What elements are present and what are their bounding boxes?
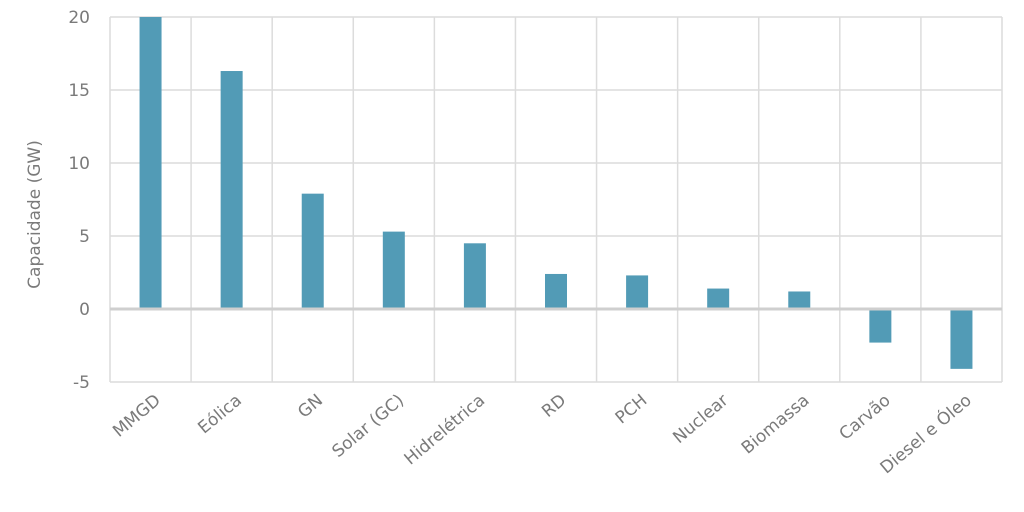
x-tick-label: Eólica <box>194 391 245 439</box>
x-axis-ticks: MMGD Eólica GN Solar (GC)Hidrelétrica RD PCH N… <box>109 389 975 478</box>
y-tick-label: 0 <box>79 300 90 320</box>
y-tick-label: 5 <box>79 227 90 247</box>
bar-solar-gc- <box>382 231 405 309</box>
bar-nuclear <box>707 288 730 309</box>
y-tick-label: -5 <box>73 373 90 393</box>
x-tick-label: PCH <box>612 391 652 429</box>
bar-rd <box>545 273 567 309</box>
y-tick-label: 20 <box>68 8 90 28</box>
x-tick-label: Nuclear <box>669 391 732 448</box>
x-tick-label: RD <box>538 391 570 422</box>
bar-hidrel-trica <box>463 243 486 309</box>
bar-gn <box>301 193 324 309</box>
y-axis-ticks: 20 15 10 5 0 -5 <box>68 8 90 393</box>
bar-carv-o <box>869 309 892 343</box>
x-tick-label: Carvão <box>836 391 895 445</box>
x-tick-label: Biomassa <box>738 391 814 459</box>
y-axis-label: Capacidade (GW) <box>25 140 45 289</box>
y-tick-label: 10 <box>68 154 90 174</box>
x-tick-label: MMGD <box>109 391 164 442</box>
bars <box>110 17 1002 369</box>
y-tick-label: 15 <box>68 81 90 101</box>
bar-biomassa <box>788 291 811 309</box>
x-tick-label: GN <box>294 391 327 423</box>
bar-diesel-e-leo <box>950 309 973 369</box>
bar-mmgd <box>139 17 162 309</box>
bar-pch <box>626 275 649 309</box>
bar-e-lica <box>220 71 243 310</box>
x-tick-label: Solar (GC) <box>328 391 408 462</box>
x-tick-label: Hidrelétrica <box>401 391 489 470</box>
grid <box>109 16 1003 383</box>
